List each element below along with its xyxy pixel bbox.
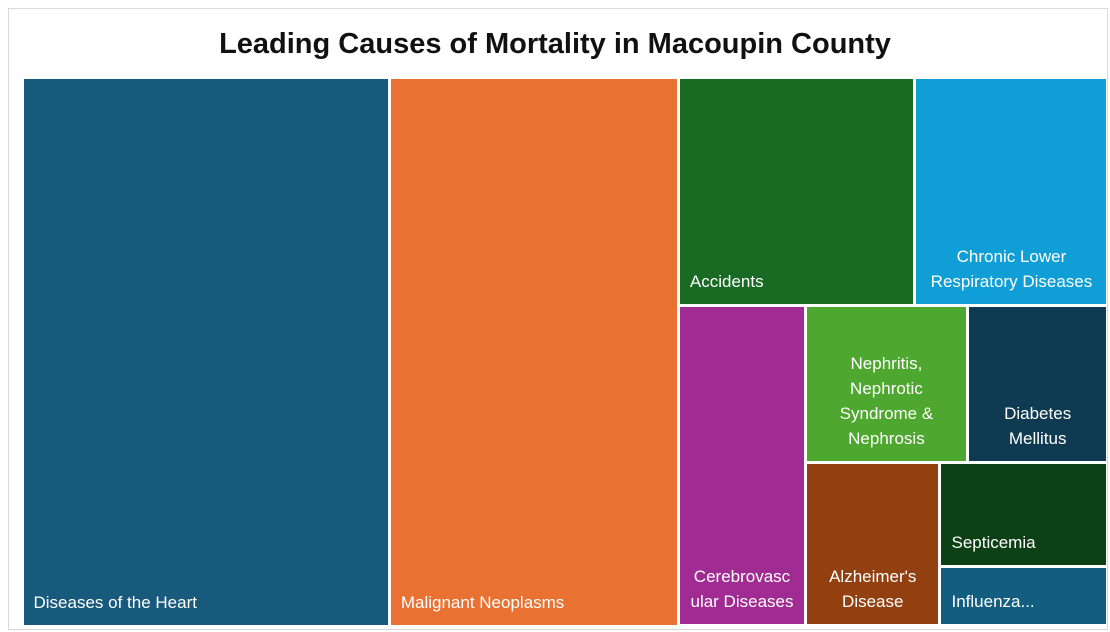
cell-label: Diabetes Mellitus: [1004, 403, 1072, 448]
cell-label: Influenza...: [951, 592, 1035, 612]
cell-label: Cerebrovascular Diseases: [690, 567, 794, 612]
treemap-cell: Chronic Lower Respiratory Diseases: [916, 78, 1107, 304]
treemap-cell: Diabetes Mellitus: [968, 306, 1107, 461]
treemap-cell: Influenza...: [941, 568, 1107, 625]
treemap-cell: Diseases of the Heart: [23, 78, 388, 625]
cell-label: Nephritis, Nephrotic Syndrome & Nephrosi…: [839, 353, 934, 448]
treemap-cell: Nephritis, Nephrotic Syndrome & Nephrosi…: [807, 306, 966, 461]
cell-label: Chronic Lower Respiratory Diseases: [930, 246, 1093, 291]
chart-title: Leading Causes of Mortality in Macoupin …: [219, 28, 891, 60]
cell-label: Diseases of the Heart: [33, 592, 197, 612]
cell-label: Malignant Neoplasms: [400, 592, 565, 612]
cell-label: Septicemia: [951, 533, 1036, 553]
treemap-cell: Cerebrovascular Diseases: [679, 306, 805, 625]
chart-frame: [8, 8, 1108, 630]
cell-label: Alzheimer's Disease: [829, 567, 917, 612]
treemap-cell: Alzheimer's Disease: [807, 463, 939, 625]
cell-label: Accidents: [689, 271, 764, 291]
treemap-cell: Malignant Neoplasms: [390, 78, 677, 625]
treemap-cell: Septicemia: [941, 463, 1107, 566]
treemap-cell: Accidents: [679, 78, 914, 304]
